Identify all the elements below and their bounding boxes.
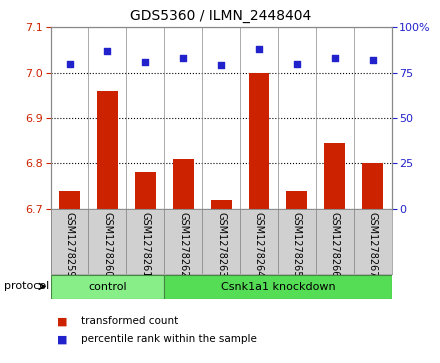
Bar (164, 209, 202, 274)
Bar (316, 209, 354, 274)
Text: protocol: protocol (4, 281, 50, 291)
Text: transformed count: transformed count (81, 316, 179, 326)
Bar (354, 209, 392, 274)
Point (256, 46, 263, 52)
Bar (97, 91, 118, 209)
Bar (88, 209, 126, 274)
Point (331, 55, 338, 61)
Text: GSM1278263: GSM1278263 (216, 212, 226, 277)
Bar (135, 172, 156, 209)
Bar (173, 159, 194, 209)
Text: Csnk1a1 knockdown: Csnk1a1 knockdown (220, 282, 335, 292)
Point (104, 48, 111, 54)
Bar (324, 143, 345, 209)
Text: GSM1278261: GSM1278261 (140, 212, 150, 277)
Bar (211, 200, 231, 209)
Text: control: control (88, 282, 127, 292)
Title: GDS5360 / ILMN_2448404: GDS5360 / ILMN_2448404 (131, 9, 312, 24)
Text: GSM1278267: GSM1278267 (368, 212, 378, 277)
Point (369, 57, 376, 63)
Text: GSM1278259: GSM1278259 (65, 212, 74, 277)
Point (218, 62, 225, 68)
Point (142, 59, 149, 65)
Bar (51, 209, 88, 274)
Bar (286, 191, 307, 209)
Bar (362, 163, 383, 209)
Point (66, 61, 73, 66)
Bar (126, 209, 164, 274)
Bar (164, 275, 392, 299)
Bar (51, 275, 164, 299)
Text: GSM1278265: GSM1278265 (292, 212, 302, 277)
Bar (278, 209, 316, 274)
Text: percentile rank within the sample: percentile rank within the sample (81, 334, 257, 344)
Text: ■: ■ (57, 334, 68, 344)
Text: GSM1278262: GSM1278262 (178, 212, 188, 277)
Text: GSM1278264: GSM1278264 (254, 212, 264, 277)
Text: ■: ■ (57, 316, 68, 326)
Text: GSM1278266: GSM1278266 (330, 212, 340, 277)
Point (293, 61, 301, 66)
Text: GSM1278260: GSM1278260 (103, 212, 113, 277)
Bar (240, 209, 278, 274)
Bar (249, 73, 269, 209)
Bar (59, 191, 80, 209)
Bar (202, 209, 240, 274)
Point (180, 55, 187, 61)
